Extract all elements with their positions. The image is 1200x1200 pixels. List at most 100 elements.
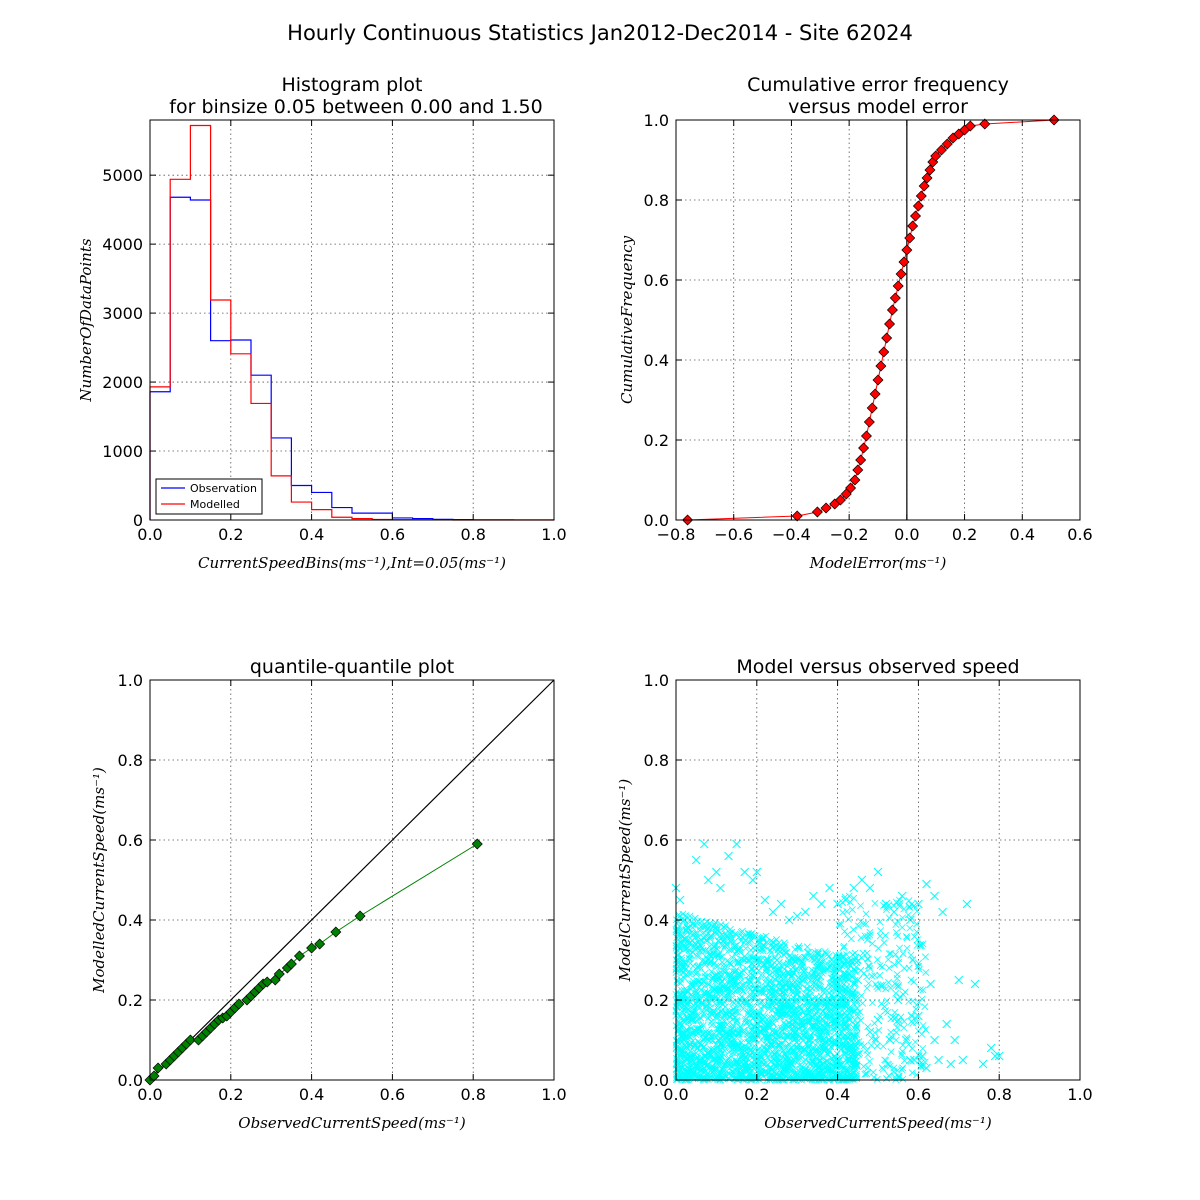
y-tick-label: 2000	[102, 373, 143, 392]
scatter-point	[781, 1043, 789, 1051]
legend-modelled-label: Modelled	[190, 498, 240, 511]
scatter-point	[847, 957, 855, 965]
scatter-point	[787, 958, 795, 966]
scatter-point	[809, 1049, 817, 1057]
scatter-point	[752, 867, 762, 877]
scatter-point	[714, 1036, 722, 1044]
scatter-point	[706, 935, 714, 943]
scatter-point	[848, 1047, 856, 1055]
cumulative-point	[918, 180, 930, 192]
scatter-point	[860, 969, 868, 977]
scatter-point	[892, 1036, 900, 1044]
scatter-point	[862, 910, 870, 918]
scatter-point	[844, 1055, 852, 1063]
scatter-point	[760, 961, 768, 969]
scatter-point	[853, 1019, 861, 1027]
scatter-point	[810, 1075, 818, 1083]
y-tick-label: 5000	[102, 166, 143, 185]
scatter-point	[746, 976, 753, 984]
scatter-point	[821, 1073, 829, 1081]
cumulative-point	[889, 292, 901, 304]
scatter-point	[677, 995, 685, 1003]
scatter-point	[834, 1058, 842, 1066]
scatter-point	[768, 943, 776, 951]
scatter-point	[682, 1054, 690, 1062]
scatter-point	[679, 915, 689, 925]
scatter-point	[890, 1064, 898, 1072]
x-tick-label: 0.6	[380, 525, 405, 544]
scatter-point	[885, 950, 893, 958]
scatter-point	[837, 920, 845, 928]
y-tick-label: 0.2	[644, 431, 669, 450]
scatter-point	[926, 979, 935, 989]
scatter-point	[697, 980, 705, 988]
scatter-point	[815, 983, 823, 991]
scatter-point	[978, 1059, 988, 1069]
scatter-point	[725, 970, 733, 978]
scatter-point	[789, 1016, 797, 1024]
scatter-point	[905, 1041, 913, 1049]
scatter-point	[820, 1045, 828, 1053]
scatter-point	[673, 1004, 681, 1012]
scatter-point	[746, 978, 754, 986]
scatter-point	[681, 935, 689, 943]
y-tick-label: 0	[133, 511, 143, 530]
scatter-point	[774, 1041, 782, 1049]
scatter-point	[756, 1017, 764, 1025]
scatter-point	[905, 964, 913, 972]
scatter-point	[742, 1015, 750, 1023]
scatter-point	[890, 961, 898, 969]
scatter-point	[728, 975, 737, 985]
scatter-point	[706, 1073, 714, 1081]
scatter-point	[882, 906, 890, 914]
scatter-point	[762, 1026, 770, 1034]
scatter-point	[721, 1003, 729, 1011]
scatter-point	[706, 919, 714, 927]
scatter-point	[770, 1020, 777, 1028]
scatter-point	[874, 944, 882, 952]
scatter-point	[779, 1047, 787, 1055]
scatter-point	[894, 932, 902, 940]
scatter-point	[726, 1075, 734, 1083]
scatter-point	[676, 978, 684, 986]
histogram-legend: Observation Modelled	[155, 478, 263, 515]
scatter-point	[786, 1075, 794, 1083]
scatter-point	[723, 995, 731, 1003]
scatter-point	[708, 1072, 716, 1080]
scatter-point	[885, 914, 893, 922]
scatter-point	[676, 1020, 684, 1028]
scatter-point	[765, 995, 773, 1003]
scatter-point	[708, 993, 716, 1001]
cumulative-point	[881, 332, 893, 344]
qq-point	[184, 1034, 196, 1046]
scatter-point	[876, 1012, 884, 1020]
scatter-point	[732, 839, 741, 849]
scatter-point	[819, 1007, 827, 1015]
scatter-point	[809, 1057, 816, 1065]
scatter-point	[740, 1029, 748, 1037]
scatter-point	[680, 942, 688, 949]
scatter-point	[891, 1073, 899, 1081]
scatter-point	[707, 1032, 715, 1040]
scatter-point	[717, 972, 725, 980]
x-tick-label: 0.4	[299, 1085, 324, 1104]
scatter-point	[864, 1064, 872, 1072]
scatter-point	[777, 1013, 785, 1021]
qq-point	[273, 968, 285, 980]
histogram-panel: Histogram plot for binsize 0.05 between …	[77, 74, 567, 572]
scatter-point	[893, 995, 903, 1005]
scatter-point	[820, 989, 828, 997]
scatter-point	[813, 1017, 821, 1025]
scatter-point	[892, 951, 900, 958]
scatter-point	[759, 1055, 767, 1063]
scatter-point	[830, 963, 838, 971]
scatter-point	[710, 1048, 718, 1056]
scatter-point	[860, 1063, 868, 1071]
scatter-point	[905, 997, 913, 1005]
scatter-point	[792, 911, 802, 921]
scatter-point	[736, 1026, 744, 1034]
scatter-point	[862, 920, 870, 928]
scatter-point	[735, 1043, 743, 1051]
scatter-point	[866, 1057, 874, 1065]
scatter-point	[713, 945, 721, 953]
